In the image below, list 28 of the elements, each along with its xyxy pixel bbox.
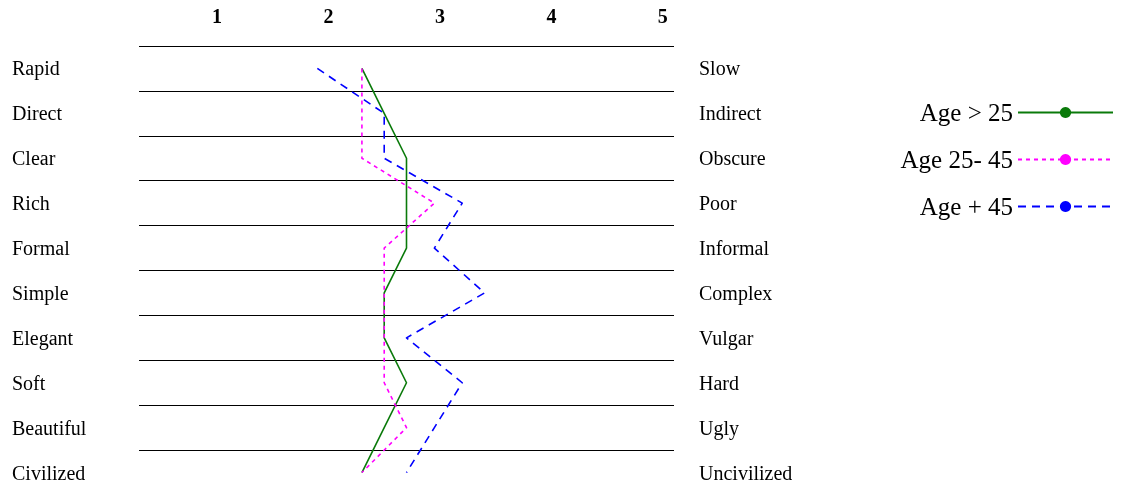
x-tick-label: 1 (212, 5, 223, 27)
y-tick-label: Rapid (12, 57, 60, 81)
y-tick-label: Beautiful (12, 416, 87, 439)
x-tick-label: 5 (657, 5, 668, 27)
y2-tick-label: Informal (699, 237, 770, 260)
x-tick-label: 2 (323, 5, 334, 27)
legend-label: Age 25- 45 (900, 146, 1013, 173)
y2-tick-label: Hard (699, 371, 739, 394)
y2-tick-label: Poor (699, 192, 738, 215)
y-tick-label: Clear (12, 147, 56, 170)
y-tick-label: Formal (12, 237, 71, 260)
legend-label: Age > 25 (919, 99, 1013, 126)
y2-tick-label: Obscure (699, 147, 766, 170)
y2-tick-label: Complex (699, 281, 773, 305)
y2-tick-label: Vulgar (699, 326, 754, 350)
y2-tick-label: Slow (699, 57, 741, 80)
y-tick-label: Rich (12, 192, 50, 215)
y2-tick-label: Ugly (699, 416, 739, 440)
y-tick-label: Simple (12, 281, 69, 305)
y2-tick-label: Indirect (699, 102, 762, 125)
legend-label: Age + 45 (919, 193, 1013, 220)
y-tick-label: Civilized (12, 461, 86, 484)
x-tick-label: 4 (546, 5, 557, 27)
y-tick-label: Soft (12, 371, 46, 394)
y-tick-label: Elegant (12, 326, 74, 350)
y2-tick-label: Uncivilized (699, 461, 793, 484)
y-tick-label: Direct (12, 102, 63, 125)
x-tick-label: 3 (434, 5, 445, 27)
